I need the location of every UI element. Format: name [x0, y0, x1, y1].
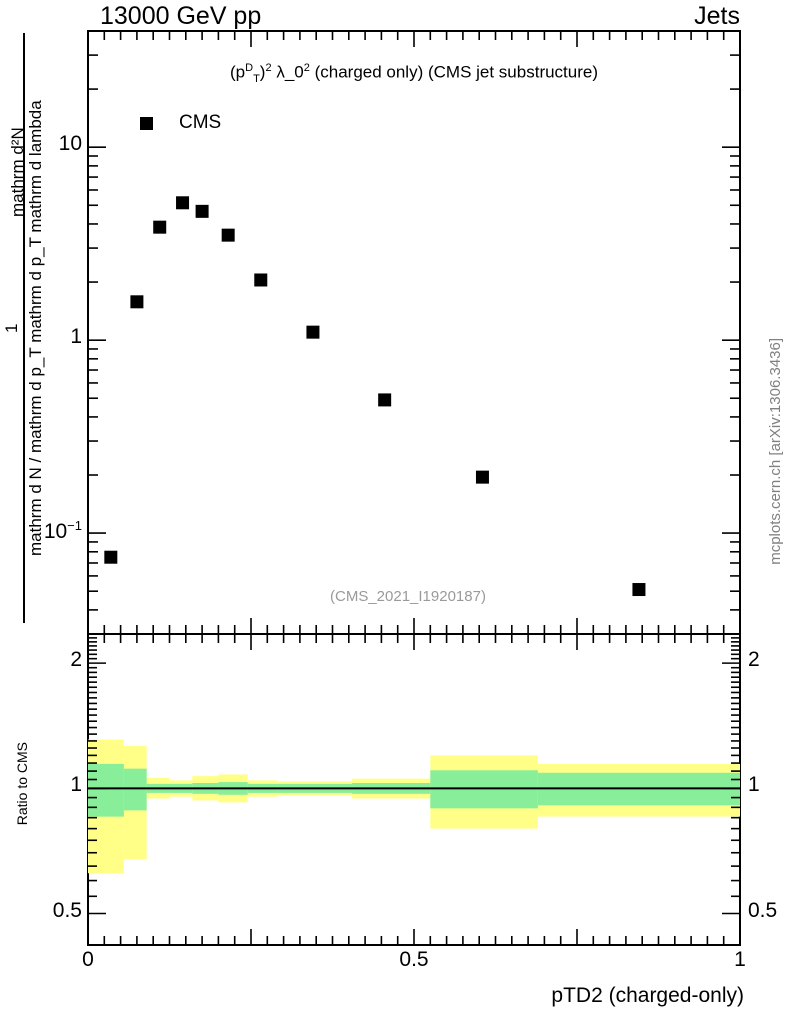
x-tick-label: 0	[82, 948, 94, 971]
main-panel-frame	[87, 30, 741, 635]
data-point-marker	[378, 393, 392, 407]
y-tick-label: 10	[58, 132, 82, 156]
plot-title-rest: (charged only) (CMS jet substructure)	[309, 62, 599, 82]
data-series-cms	[104, 196, 646, 597]
plot-title-lambda-sup: 2	[303, 62, 310, 74]
ratio-tick-label-left: 1	[70, 773, 82, 797]
legend: CMS	[140, 112, 221, 134]
x-axis-title: pTD2 (charged-only)	[551, 984, 744, 1007]
data-point-marker	[130, 295, 144, 309]
data-point-marker	[195, 204, 209, 218]
data-point-marker	[632, 583, 646, 597]
ratio-panel-ticks	[88, 634, 740, 945]
plot-title-sup-2: 2	[265, 62, 272, 74]
legend-marker-icon	[140, 116, 153, 130]
analysis-id-label: (CMS_2021_I1920187)	[330, 588, 486, 605]
plot-title-sup-d: D	[245, 62, 254, 74]
y-axis-fraction-bar	[23, 33, 25, 623]
data-point-marker	[254, 273, 268, 287]
header-category: Jets	[694, 2, 740, 30]
ratio-band-inner	[123, 768, 147, 811]
data-point-marker	[153, 220, 167, 234]
ratio-uncertainty-bands	[88, 739, 740, 874]
x-tick-label: 1	[734, 948, 746, 971]
ratio-tick-label-right: 2	[748, 648, 760, 672]
y-axis-label: 1 mathrm d N / mathrm d p_T mathrm d p_T…	[2, 22, 46, 634]
data-point-marker	[221, 228, 235, 242]
legend-entry-label: CMS	[179, 112, 222, 133]
ratio-tick-label-right: 1	[748, 773, 760, 797]
data-point-marker	[306, 325, 320, 339]
main-panel-ticks	[88, 31, 740, 634]
ratio-tick-label-right: 0.5	[748, 898, 778, 922]
plot-title-sub-t: T	[253, 73, 260, 86]
x-tick-label: 0.5	[399, 948, 429, 971]
plot-title: (pDT)2 λ_02 (charged only) (CMS jet subs…	[88, 62, 740, 85]
plot-title-lambda: λ_0	[271, 62, 304, 82]
data-point-marker	[176, 196, 190, 210]
ratio-tick-label-left: 0.5	[52, 898, 82, 922]
header-beam-info: 13000 GeV pp	[100, 2, 262, 30]
y-tick-label: 10−1	[43, 518, 82, 544]
y-tick-label: 1	[70, 325, 82, 349]
data-point-marker	[104, 550, 118, 564]
ratio-tick-label-left: 2	[70, 648, 82, 672]
data-point-marker	[475, 470, 489, 484]
plot-title-p-open: (p	[229, 62, 246, 82]
plot-title-paren-close: )	[259, 62, 266, 82]
ratio-band-inner	[430, 770, 538, 809]
